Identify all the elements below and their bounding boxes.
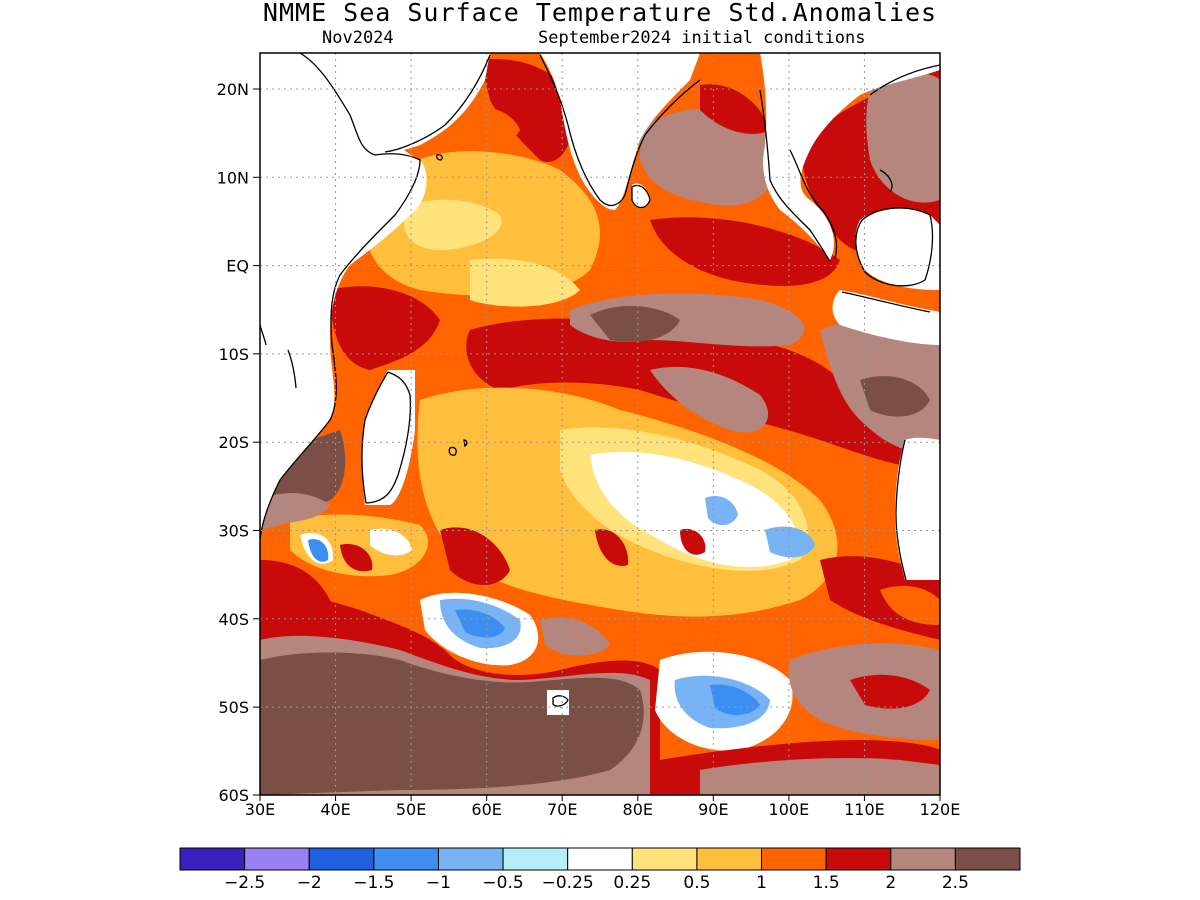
colorbar-label: 2 (885, 873, 896, 893)
borneo-land (855, 208, 940, 290)
longitude-tick-label: 60E (471, 800, 501, 819)
anomaly-area (370, 528, 412, 556)
longitude-tick-label: 70E (547, 800, 577, 819)
anomaly-area (340, 544, 373, 572)
latitude-axis: 20N 10N EQ 10S 20S 30S 40S 50S 60S (217, 80, 260, 805)
anomaly-area (330, 286, 440, 370)
anomaly-area (880, 585, 940, 625)
anomaly-area (404, 199, 502, 250)
anomaly-area (440, 527, 510, 585)
anomaly-area (850, 674, 930, 709)
colorbar-swatch (437, 847, 504, 871)
colorbar-swatch (954, 847, 1021, 871)
anomaly-area (595, 529, 629, 566)
longitude-tick-label: 100E (769, 800, 810, 819)
anomaly-area (860, 376, 930, 417)
india-land (540, 53, 700, 210)
colorbar-label: 0.5 (683, 873, 710, 893)
colorbar-swatch (761, 847, 827, 871)
anomaly-area (455, 609, 505, 638)
colorbar-label: −2 (297, 873, 322, 893)
anomaly-field (260, 53, 940, 795)
colorbar-label: −1 (426, 873, 451, 893)
longitude-tick-label: 40E (320, 800, 350, 819)
colorbar-label: −0.25 (542, 873, 594, 893)
colorbar-swatch (825, 847, 892, 871)
anomaly-area (260, 430, 346, 506)
colorbar-label: 0.25 (613, 873, 651, 893)
anomaly-area (260, 493, 330, 530)
anomaly-area (470, 258, 580, 307)
colorbar-label: 1 (756, 873, 767, 893)
map-title: NMME Sea Surface Temperature Std.Anomali… (262, 0, 938, 27)
southeast-asia-land (760, 53, 940, 260)
colorbar-label: −0.5 (482, 873, 523, 893)
africa-land (260, 53, 427, 540)
anomaly-area (700, 758, 940, 795)
colorbar-swatch (696, 847, 763, 871)
colorbar-label: 2.5 (942, 873, 969, 893)
anomaly-area (260, 652, 644, 795)
longitude-tick-label: 110E (844, 800, 885, 819)
colorbar-swatch (567, 847, 633, 871)
anomaly-area (866, 73, 940, 203)
longitude-tick-label: 80E (623, 800, 653, 819)
longitude-tick-label: 90E (698, 800, 728, 819)
forecast-month: Nov2024 (322, 28, 394, 48)
coastlines (260, 53, 940, 707)
latitude-tick-label: EQ (226, 257, 249, 276)
longitude-tick-label: 50E (396, 800, 426, 819)
latitude-tick-label: 30S (218, 522, 249, 541)
latitude-tick-label: 20N (217, 80, 249, 99)
madagascar-land (361, 370, 415, 505)
anomaly-area (308, 539, 329, 562)
anomaly-area (650, 366, 769, 433)
anomaly-area (540, 617, 610, 656)
colorbar-swatch (179, 847, 246, 871)
indonesia-land (832, 290, 940, 345)
anomaly-area (590, 451, 798, 568)
anomaly-area (650, 217, 840, 286)
colorbar-label: 1.5 (813, 873, 840, 893)
colorbar: −2.5 −2 −1.5 −1 −0.5 −0.25 0.25 0.5 1 1.5 2 2.5 (179, 847, 1021, 893)
colorbar-label: −1.5 (353, 873, 394, 893)
longitude-tick-label: 120E (920, 800, 961, 819)
colorbar-swatch (308, 847, 375, 871)
plot-frame (259, 52, 941, 796)
colorbar-swatch (890, 847, 956, 871)
colorbar-label: −2.5 (224, 873, 265, 893)
anomaly-area (700, 84, 770, 134)
initial-conditions: September2024 initial conditions (538, 28, 866, 48)
anomaly-area (590, 305, 680, 342)
anomaly-area (680, 528, 706, 555)
colorbar-swatch (373, 847, 439, 871)
latitude-tick-label: 40S (218, 610, 249, 629)
australia-land (895, 437, 940, 580)
colorbar-swatch (244, 847, 310, 871)
latitude-tick-label: 10S (218, 345, 249, 364)
colorbar-swatch (631, 847, 698, 871)
latitude-tick-label: 20S (218, 433, 249, 452)
graticule (260, 53, 940, 795)
latitude-tick-label: 50S (218, 698, 249, 717)
anomaly-area (480, 59, 573, 162)
longitude-axis: 30E 40E 50E 60E 70E 80E 90E 100E 110E 120E (245, 795, 961, 819)
anomaly-area (765, 526, 815, 558)
colorbar-swatch (502, 847, 569, 871)
latitude-tick-label: 10N (217, 168, 249, 187)
latitude-tick-label: 60S (218, 786, 249, 805)
longitude-tick-label: 30E (245, 800, 275, 819)
